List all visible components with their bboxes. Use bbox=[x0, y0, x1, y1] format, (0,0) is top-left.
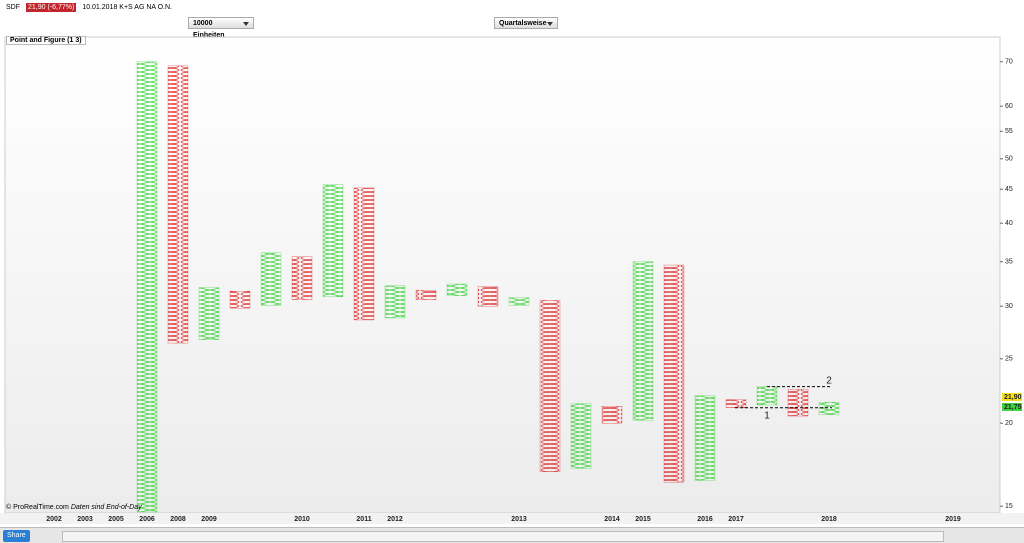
instrument: 10.01.2018 K+S AG NA O.N. bbox=[82, 3, 173, 11]
x-tick-label: 2010 bbox=[294, 516, 310, 523]
x-tick-label: 2011 bbox=[356, 516, 371, 523]
panel-label: Point and Figure (1 3) bbox=[6, 36, 86, 45]
x-tick-label: 2019 bbox=[945, 516, 961, 523]
scrollbar[interactable] bbox=[62, 531, 944, 542]
x-column bbox=[384, 285, 406, 319]
y-tick-label: 15 bbox=[1005, 503, 1013, 510]
chart: 15 20 25 30 35 40 45 50 55 60 70 2002 2003 2005 2006 20… bbox=[0, 36, 1024, 524]
y-tick-label: 30 bbox=[1005, 303, 1013, 310]
units-select[interactable]: 10000 Einheiten bbox=[188, 17, 254, 39]
y-tick-label: 25 bbox=[1005, 356, 1013, 363]
o-column bbox=[229, 291, 251, 309]
x-tick-label: 2009 bbox=[201, 516, 217, 523]
o-column bbox=[539, 300, 561, 472]
o-column bbox=[725, 399, 747, 408]
y-tick-label: 70 bbox=[1005, 59, 1013, 66]
y-tick-label: 40 bbox=[1005, 220, 1013, 227]
period-select[interactable]: Quartalsweise bbox=[494, 17, 558, 29]
bottom-bar: Share bbox=[0, 527, 1024, 543]
x-tick-label: 2015 bbox=[635, 516, 651, 523]
o-column bbox=[663, 264, 685, 483]
price-label: 21,90 bbox=[1004, 394, 1022, 401]
x-column bbox=[570, 403, 592, 469]
x-tick-label: 2002 bbox=[46, 516, 62, 523]
price-label-box bbox=[1002, 402, 1022, 411]
x-column bbox=[322, 184, 344, 297]
x-column bbox=[508, 297, 530, 306]
x-tick-label: 2006 bbox=[139, 516, 155, 523]
y-tick-label: 50 bbox=[1005, 156, 1013, 163]
share-button[interactable]: Share bbox=[3, 530, 30, 542]
copyright: © ProRealTime.com Daten sind End-of-Day bbox=[6, 504, 142, 511]
y-tick-label: 55 bbox=[1005, 128, 1013, 135]
price-label-box bbox=[1002, 392, 1022, 401]
annotation-label: 1 bbox=[764, 410, 770, 421]
x-column bbox=[198, 287, 220, 340]
x-tick-label: 2008 bbox=[170, 516, 186, 523]
o-column bbox=[167, 65, 189, 344]
symbol[interactable]: SDF bbox=[6, 3, 20, 11]
annotation-label: 2 bbox=[826, 375, 832, 386]
toolbar: 10000 Einheiten Quartalsweise bbox=[0, 15, 1024, 39]
x-tick-label: 2018 bbox=[821, 516, 837, 523]
o-column bbox=[477, 286, 499, 307]
x-axis-bar bbox=[0, 513, 1024, 524]
y-tick-label: 45 bbox=[1005, 186, 1013, 193]
o-column bbox=[601, 406, 623, 424]
x-tick-label: 2014 bbox=[604, 516, 620, 523]
x-tick-label: 2005 bbox=[108, 516, 124, 523]
top-bar: SDF 21,90 (-6,77%) 10.01.2018 K+S AG NA … bbox=[0, 0, 1024, 14]
y-tick-label: 35 bbox=[1005, 259, 1013, 266]
o-column bbox=[291, 256, 313, 300]
x-column bbox=[632, 261, 654, 421]
o-column bbox=[415, 290, 437, 300]
y-tick-label: 60 bbox=[1005, 103, 1013, 110]
o-column bbox=[787, 389, 809, 417]
x-tick-label: 2003 bbox=[77, 516, 93, 523]
x-column bbox=[446, 283, 468, 296]
o-column bbox=[353, 187, 375, 321]
data-note: Daten sind End-of-Day bbox=[70, 504, 142, 511]
x-column bbox=[756, 386, 778, 406]
y-tick-label: 20 bbox=[1005, 420, 1013, 427]
price-badge: 21,90 (-6,77%) bbox=[26, 2, 77, 12]
x-column bbox=[260, 252, 282, 306]
x-column bbox=[694, 395, 716, 481]
x-column bbox=[136, 61, 158, 513]
x-tick-label: 2016 bbox=[697, 516, 713, 523]
x-tick-label: 2012 bbox=[387, 516, 403, 523]
copyright-text: © ProRealTime.com bbox=[6, 504, 69, 511]
price-label: 21,75 bbox=[1004, 404, 1022, 411]
x-tick-label: 2013 bbox=[511, 516, 527, 523]
x-tick-label: 2017 bbox=[728, 516, 744, 523]
x-column bbox=[818, 402, 840, 415]
